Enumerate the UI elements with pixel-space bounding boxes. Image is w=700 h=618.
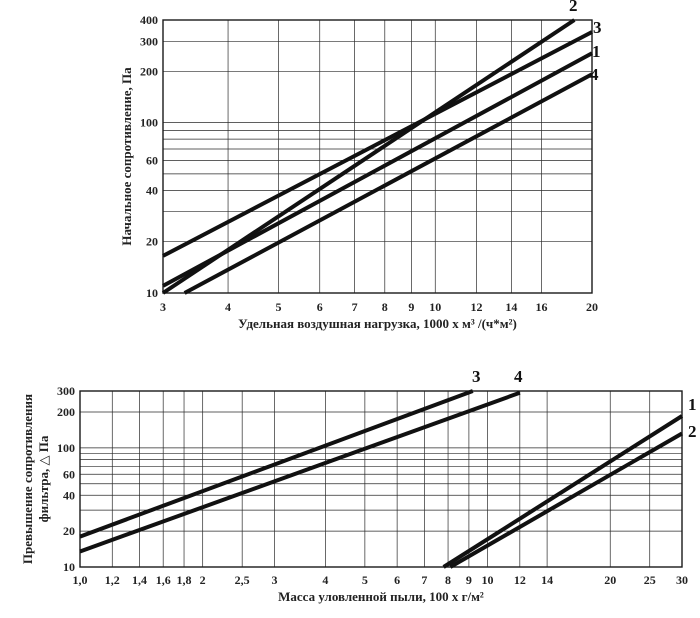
x-tick-label: 1,2 — [105, 573, 120, 587]
y-tick-label: 60 — [63, 467, 75, 481]
series-line-3 — [79, 389, 474, 539]
series-label-4: 4 — [514, 367, 523, 386]
y-tick-label: 400 — [140, 13, 158, 27]
y-tick-label: 100 — [140, 116, 158, 130]
series-line-1 — [442, 414, 684, 569]
x-tick-label: 9 — [408, 300, 414, 314]
x-tick-label: 7 — [421, 573, 427, 587]
x-tick-label: 2 — [200, 573, 206, 587]
x-tick-label: 1,0 — [73, 573, 88, 587]
chart-resistance-increase: 1,0 1,2 1,4 1,6 1,8 2 2,5 3 4 5 6 7 8 9 10 12 14 20 25 3010… — [20, 367, 697, 604]
x-tick-label: 12 — [470, 300, 482, 314]
x-tick-label: 4 — [322, 573, 328, 587]
series-label-3: 3 — [472, 367, 481, 386]
x-tick-label: 9 — [466, 573, 472, 587]
x-tick-label: 5 — [362, 573, 368, 587]
x-axis-label: Масса уловленной пыли, 100 х г/м² — [278, 589, 484, 604]
x-axis-label: Удельная воздушная нагрузка, 1000 х м³ /… — [238, 316, 517, 331]
x-tick-label: 8 — [382, 300, 388, 314]
chart-initial-resistance: 3 4 5 6 7 8 9 10 12 14 16 2010204060100200300400123… — [119, 0, 602, 331]
x-tick-label: 1,6 — [156, 573, 171, 587]
x-tick-label: 30 — [676, 573, 688, 587]
series-label-3: 3 — [593, 18, 602, 37]
x-tick-label: 20 — [586, 300, 598, 314]
y-axis-label: Превышение сопротивленияфильтра, △ Па — [20, 394, 51, 564]
y-tick-label: 100 — [57, 441, 75, 455]
x-tick-label: 4 — [225, 300, 231, 314]
series-label-2: 2 — [688, 422, 697, 441]
series-line-4 — [183, 72, 593, 295]
y-tick-label: 40 — [146, 183, 158, 197]
series-label-1: 1 — [592, 42, 601, 61]
x-tick-label: 10 — [482, 573, 494, 587]
y-tick-label: 300 — [57, 384, 75, 398]
y-tick-label: 300 — [140, 34, 158, 48]
y-tick-label: 20 — [146, 235, 158, 249]
x-tick-label: 12 — [514, 573, 526, 587]
x-tick-label: 3 — [160, 300, 166, 314]
x-tick-label: 20 — [604, 573, 616, 587]
series-label-1: 1 — [688, 395, 697, 414]
x-tick-label: 6 — [394, 573, 400, 587]
y-tick-label: 60 — [146, 153, 158, 167]
y-tick-label: 10 — [63, 560, 75, 574]
y-tick-label: 200 — [140, 64, 158, 78]
series-line-3 — [162, 30, 593, 258]
x-tick-label: 1,4 — [132, 573, 147, 587]
plot-frame — [162, 19, 593, 294]
x-tick-label: 10 — [429, 300, 441, 314]
x-tick-label: 7 — [352, 300, 358, 314]
series-line-2 — [449, 431, 683, 569]
x-tick-label: 1,8 — [177, 573, 192, 587]
x-tick-label: 25 — [644, 573, 656, 587]
series-line-4 — [79, 390, 521, 554]
x-tick-label: 8 — [445, 573, 451, 587]
x-tick-label: 2,5 — [235, 573, 250, 587]
series-label-4: 4 — [590, 65, 599, 84]
y-tick-label: 40 — [63, 488, 75, 502]
x-tick-label: 3 — [271, 573, 277, 587]
series-line-2 — [161, 18, 576, 295]
y-tick-label: 10 — [146, 286, 158, 300]
y-tick-label: 200 — [57, 405, 75, 419]
x-tick-label: 14 — [541, 573, 553, 587]
x-tick-label: 14 — [505, 300, 517, 314]
y-tick-label: 20 — [63, 524, 75, 538]
x-tick-label: 6 — [317, 300, 323, 314]
series-label-2: 2 — [569, 0, 578, 15]
plot-frame — [79, 390, 683, 568]
x-tick-label: 5 — [276, 300, 282, 314]
x-tick-label: 16 — [536, 300, 548, 314]
y-axis-label: Начальное сопротивление, Па — [119, 67, 134, 246]
